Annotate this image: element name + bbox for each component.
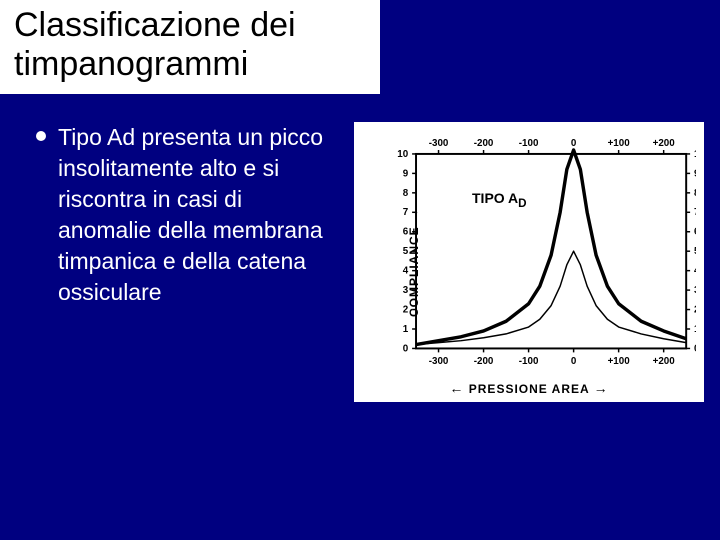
bullet-block: Tipo Ad presenta un picco insolitamente …: [36, 122, 336, 402]
svg-text:-200: -200: [474, 356, 494, 367]
slide-title: Classificazione dei timpanogrammi: [14, 6, 366, 84]
svg-text:10: 10: [694, 149, 696, 160]
svg-text:8: 8: [403, 188, 409, 199]
svg-text:-300: -300: [429, 356, 449, 367]
svg-text:6: 6: [694, 227, 696, 238]
svg-text:0: 0: [694, 344, 696, 355]
svg-text:0: 0: [571, 356, 577, 367]
arrow-left-icon: ←: [449, 380, 464, 396]
arrow-up-icon: →: [405, 207, 421, 222]
bullet-text: Tipo Ad presenta un picco insolitamente …: [58, 122, 336, 402]
svg-text:+100: +100: [608, 138, 631, 149]
svg-text:8: 8: [694, 188, 696, 199]
svg-text:2: 2: [694, 305, 696, 316]
svg-text:5: 5: [694, 246, 696, 257]
svg-text:-100: -100: [519, 356, 539, 367]
svg-text:0: 0: [571, 138, 577, 149]
svg-text:9: 9: [403, 169, 409, 180]
x-axis-label: ← PRESSIONE AREA →: [449, 380, 608, 396]
svg-text:1: 1: [694, 324, 696, 335]
tympanogram-chart: -300 -300 -200 -200 -100 -100 0 0 +100 +100 +200 +2…: [354, 122, 704, 402]
svg-text:-200: -200: [474, 138, 494, 149]
svg-text:-100: -100: [519, 138, 539, 149]
content-row: Tipo Ad presenta un picco insolitamente …: [0, 94, 720, 402]
svg-text:7: 7: [694, 207, 696, 218]
svg-text:-300: -300: [429, 138, 449, 149]
svg-text:+100: +100: [608, 356, 631, 367]
svg-text:4: 4: [694, 266, 696, 277]
bullet-icon: [36, 131, 46, 141]
svg-text:10: 10: [397, 149, 408, 160]
svg-text:3: 3: [694, 285, 696, 296]
title-bar: Classificazione dei timpanogrammi: [0, 0, 380, 94]
svg-text:+200: +200: [653, 138, 676, 149]
y-axis-label: COMPLIANCE →: [405, 207, 421, 317]
arrow-right-icon: →: [594, 380, 609, 396]
svg-text:+200: +200: [653, 356, 676, 367]
svg-text:9: 9: [694, 169, 696, 180]
svg-text:1: 1: [403, 324, 409, 335]
svg-text:0: 0: [403, 344, 409, 355]
curve-label: TIPO AD: [472, 190, 527, 210]
